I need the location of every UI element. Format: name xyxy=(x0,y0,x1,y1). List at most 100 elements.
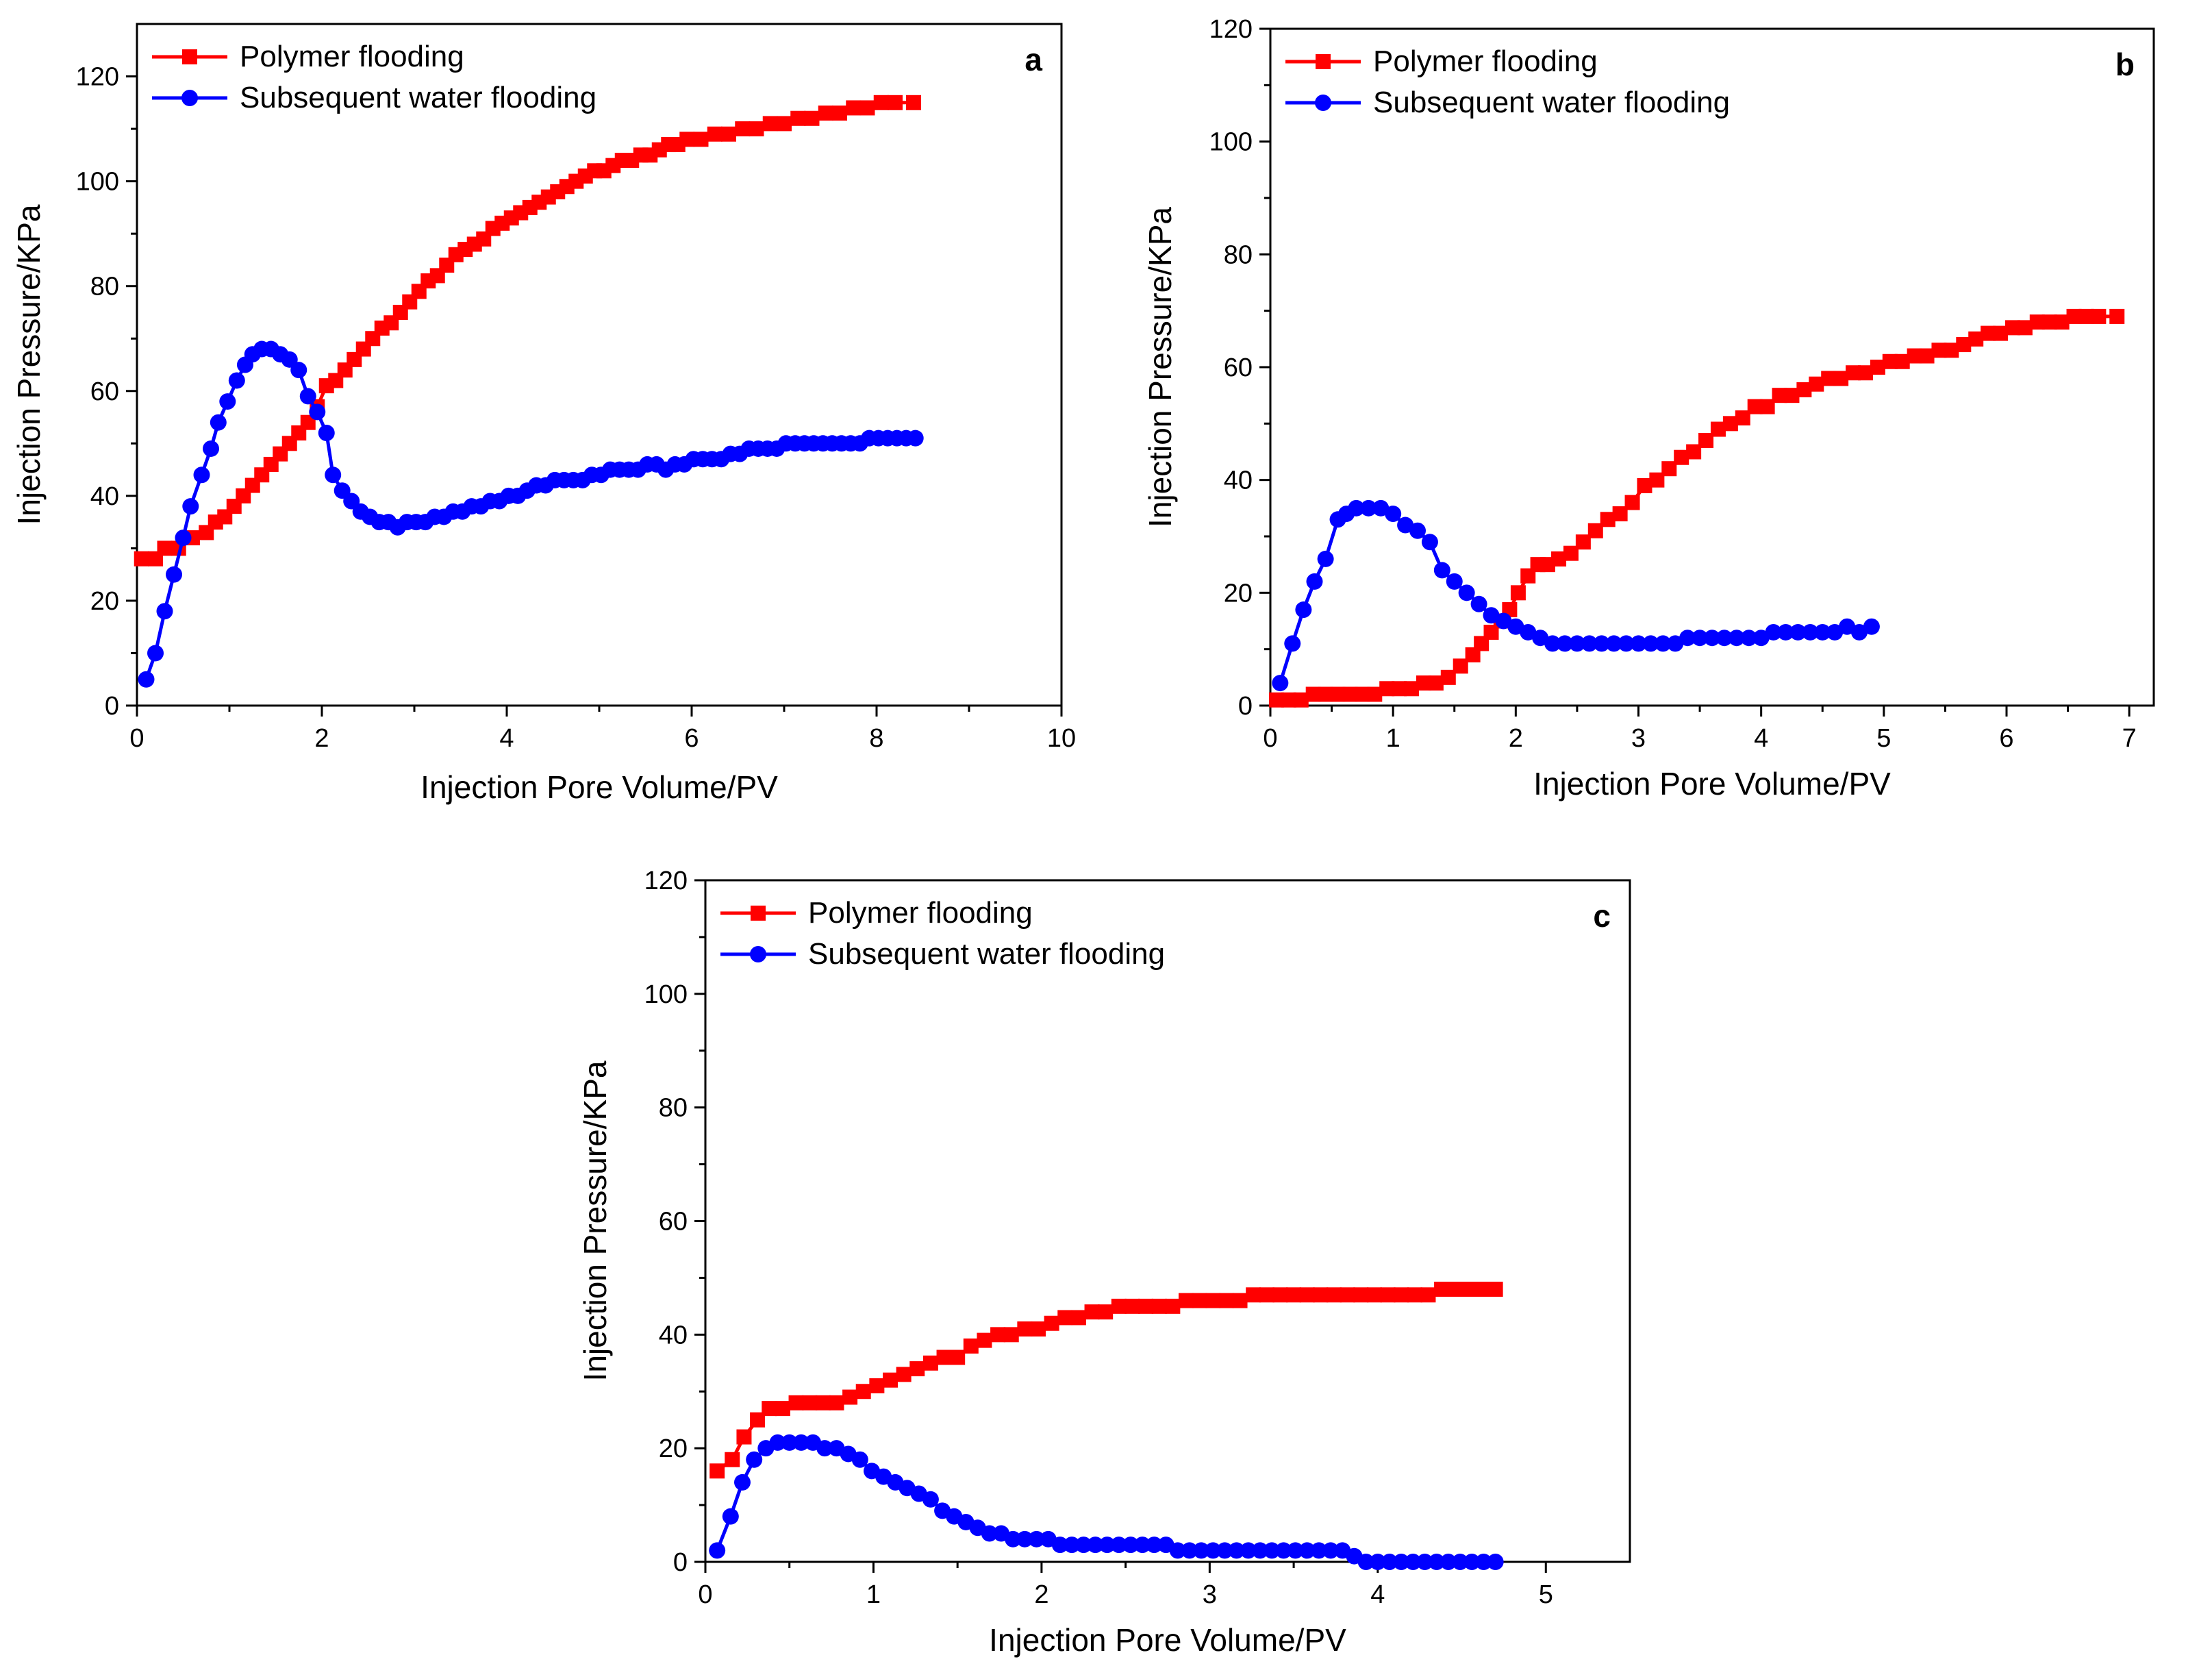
legend-label: Polymer flooding xyxy=(240,40,464,73)
data-point-square xyxy=(1179,1293,1194,1308)
y-tick-label: 40 xyxy=(1224,467,1253,495)
data-point-square xyxy=(1286,1287,1302,1303)
data-point-circle xyxy=(1605,635,1622,652)
y-axis-title: Injection Pressure/KPa xyxy=(577,1060,613,1381)
data-point-square xyxy=(1461,1282,1476,1297)
data-point-circle xyxy=(1851,623,1868,640)
series-line xyxy=(1278,506,1872,684)
data-point-square xyxy=(1722,416,1738,432)
data-point-circle xyxy=(210,414,227,431)
data-point-square xyxy=(2029,314,2045,330)
data-point-square xyxy=(1205,1293,1221,1308)
x-tick-label: 5 xyxy=(1539,1580,1553,1609)
data-point-square xyxy=(855,1384,871,1400)
data-point-circle xyxy=(1752,630,1770,647)
data-point-square xyxy=(873,95,889,110)
data-point-square xyxy=(1353,1287,1369,1303)
data-point-circle xyxy=(228,372,245,389)
x-tick-label: 10 xyxy=(1047,724,1076,753)
data-point-circle xyxy=(1181,1542,1198,1559)
data-point-square xyxy=(1392,681,1407,697)
data-point-circle xyxy=(1264,1542,1281,1559)
data-point-circle xyxy=(309,403,326,421)
legend-label: Polymer flooding xyxy=(1373,45,1598,78)
data-point-square xyxy=(1281,692,1296,708)
series-line xyxy=(144,347,916,680)
data-point-square xyxy=(1305,686,1321,702)
data-point-circle xyxy=(1306,573,1323,590)
data-point-circle xyxy=(1216,1542,1233,1559)
x-tick-label: 8 xyxy=(869,724,883,753)
data-point-square xyxy=(1111,1298,1127,1314)
data-point-circle xyxy=(1826,623,1844,640)
y-tick-label: 100 xyxy=(76,168,119,197)
data-point-square xyxy=(1192,1293,1207,1308)
data-point-circle xyxy=(1193,1542,1210,1559)
data-point-square xyxy=(1487,1282,1503,1297)
data-point-circle xyxy=(1310,1542,1327,1559)
x-tick-label: 4 xyxy=(1754,724,1768,753)
data-point-circle xyxy=(175,530,192,547)
data-point-square xyxy=(1686,444,1702,460)
legend-entry: Subsequent water flooding xyxy=(720,937,1165,971)
data-point-circle xyxy=(1802,623,1819,640)
data-point-square xyxy=(1637,477,1652,493)
data-point-circle xyxy=(156,603,173,620)
data-point-square xyxy=(1772,388,1787,403)
data-point-circle xyxy=(1028,1530,1045,1547)
y-tick-label: 100 xyxy=(1209,128,1253,157)
data-point-circle xyxy=(1252,1542,1268,1559)
data-point-square xyxy=(735,121,751,137)
data-point-circle xyxy=(1655,635,1672,652)
x-tick-label: 4 xyxy=(1370,1580,1385,1609)
data-point-square xyxy=(1098,1304,1114,1320)
data-point-circle xyxy=(816,1440,833,1457)
data-point-square xyxy=(1894,353,1910,369)
data-point-square xyxy=(1340,1287,1355,1303)
data-point-circle xyxy=(1440,1554,1457,1570)
data-point-square xyxy=(1057,1310,1073,1326)
data-point-circle xyxy=(1381,1554,1398,1570)
legend-label: Polymer flooding xyxy=(808,896,1033,930)
data-point-circle xyxy=(1618,635,1635,652)
data-point-circle xyxy=(193,467,210,484)
data-point-square xyxy=(802,1395,818,1410)
data-point-circle xyxy=(1433,562,1450,579)
data-point-circle xyxy=(138,671,155,688)
data-point-circle xyxy=(1087,1537,1104,1554)
y-tick-label: 80 xyxy=(1224,240,1253,269)
data-point-circle xyxy=(1110,1537,1127,1554)
data-point-square xyxy=(963,1338,979,1354)
y-tick-label: 0 xyxy=(105,692,119,721)
legend-label: Subsequent water flooding xyxy=(808,937,1165,971)
data-point-square xyxy=(2109,308,2125,324)
data-point-circle xyxy=(1765,623,1782,640)
data-point-circle xyxy=(1317,550,1334,567)
legend-marker-square xyxy=(751,906,766,921)
data-point-circle xyxy=(219,393,236,410)
y-tick-label: 0 xyxy=(1238,692,1253,721)
data-point-square xyxy=(1747,399,1763,414)
y-tick-label: 80 xyxy=(90,273,119,301)
data-point-circle xyxy=(1630,635,1647,652)
series-subsequent-water-flooding xyxy=(1272,499,1880,692)
data-point-square xyxy=(1447,1282,1463,1297)
data-point-square xyxy=(1151,1298,1167,1314)
data-point-circle xyxy=(1728,630,1745,647)
plot-frame xyxy=(136,23,1063,707)
data-point-square xyxy=(2004,320,2020,336)
data-point-square xyxy=(1017,1321,1033,1337)
data-point-square xyxy=(977,1332,992,1348)
data-point-square xyxy=(936,1350,952,1365)
data-point-circle xyxy=(1740,630,1757,647)
data-point-square xyxy=(1380,1287,1396,1303)
legend-entry: Polymer flooding xyxy=(152,40,464,73)
legend-marker-circle xyxy=(750,946,766,962)
x-axis-title: Injection Pore Volume/PV xyxy=(1533,766,1891,801)
data-point-circle xyxy=(290,362,307,379)
data-point-square xyxy=(709,1463,725,1479)
data-point-circle xyxy=(325,467,342,484)
data-point-circle xyxy=(1789,623,1807,640)
data-point-square xyxy=(888,95,903,110)
